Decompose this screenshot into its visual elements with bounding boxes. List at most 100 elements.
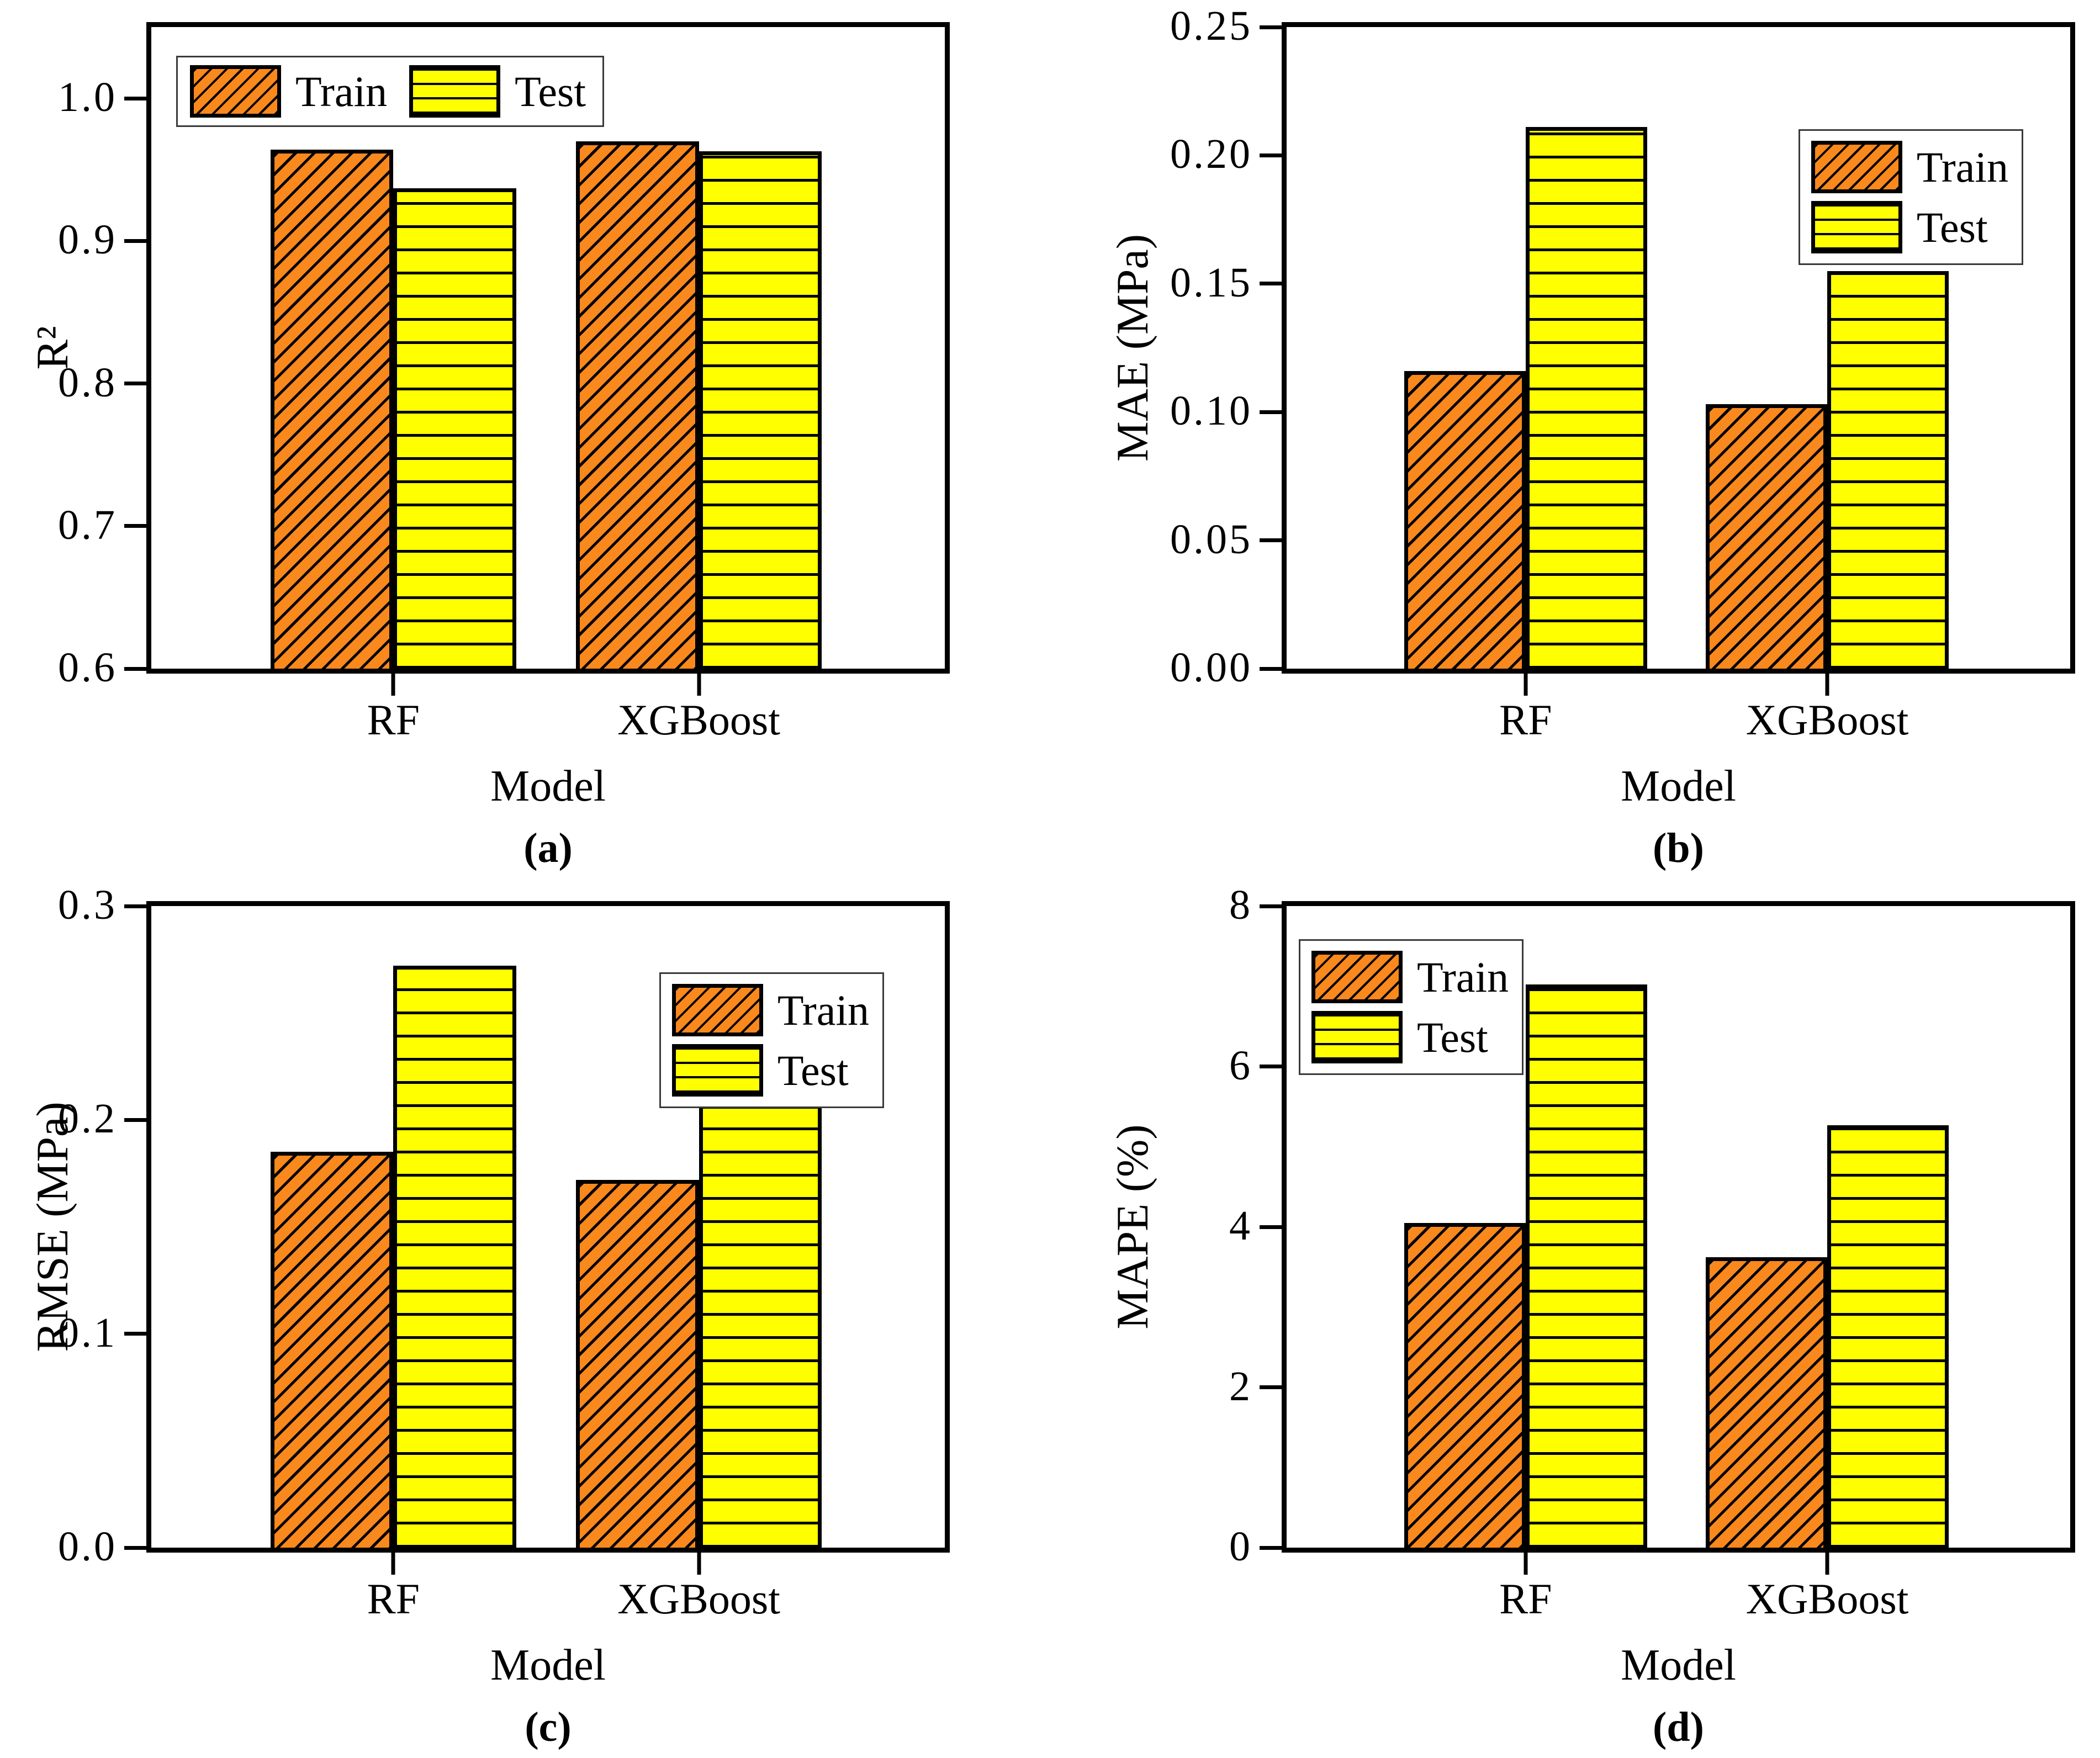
bar-xgboost-train	[575, 141, 699, 669]
bar-rf-test	[1525, 984, 1647, 1548]
y-tick-label: 0.3	[58, 881, 117, 928]
y-tick-mark	[124, 666, 146, 671]
y-tick-mark	[124, 96, 146, 100]
y-tick-mark	[1260, 1065, 1282, 1068]
y-tick-label: 0.0	[58, 1523, 117, 1570]
x-tick-label-rf: RF	[1499, 1575, 1552, 1623]
y-tick-mark	[1260, 1545, 1282, 1550]
bar-rf-test	[393, 966, 517, 1548]
y-tick-label: 0.8	[58, 359, 117, 406]
y-tick-label: 0.6	[58, 644, 117, 691]
y-tick-label: 0.15	[1170, 259, 1252, 306]
panel-mape: MAPE (%) Model (d) 0 2 4 6 8 RF XGBoost Train Te…	[1050, 879, 2100, 1758]
y-tick-label: 0.20	[1170, 131, 1252, 178]
y-tick-label: 0.9	[58, 216, 117, 263]
legend-item-train: Train	[1311, 951, 1509, 1003]
y-tick-mark	[1260, 1385, 1282, 1389]
y-tick-label: 8	[1229, 881, 1252, 928]
legend-item-train: Train	[671, 984, 869, 1036]
legend: Train Test	[176, 56, 605, 127]
x-tick-label-xgboost: XGBoost	[1745, 1575, 1909, 1623]
legend-item-test: Test	[1811, 201, 1988, 253]
y-tick-mark	[1260, 1225, 1282, 1229]
panel-rmse: RMSE (MPa) Model (c) 0.0 0.1 0.2 0.3 RF XGBoo…	[0, 879, 1050, 1758]
x-tick-mark	[391, 674, 395, 696]
bar-xgboost-test	[1827, 271, 1949, 669]
subplot-label: (c)	[525, 1704, 572, 1750]
x-tick-label-rf: RF	[1499, 696, 1552, 744]
train-swatch	[1311, 951, 1403, 1003]
legend: Train Test	[1798, 129, 2023, 265]
legend-label-test: Test	[1916, 203, 1988, 251]
bar-rf-train	[270, 1152, 394, 1548]
legend-label-train: Train	[295, 67, 388, 115]
bar-xgboost-train	[575, 1179, 699, 1548]
subplot-label: (b)	[1653, 825, 1704, 871]
x-tick-label-xgboost: XGBoost	[617, 1575, 780, 1623]
legend-label-test: Test	[515, 67, 586, 115]
legend: Train Test	[659, 972, 884, 1108]
y-tick-mark	[124, 1332, 146, 1336]
x-tick-mark	[697, 1553, 701, 1575]
subplot-label: (a)	[523, 825, 573, 871]
bar-xgboost-test	[699, 1105, 822, 1548]
plot-area: Model (a) 0.6 0.7 0.8 0.9 1.0 RF XGBoost Train T…	[58, 22, 950, 871]
legend-label-test: Test	[777, 1046, 849, 1094]
y-tick-label: 0.7	[58, 501, 117, 548]
y-tick-mark	[1260, 666, 1282, 671]
train-swatch	[1811, 141, 1902, 193]
x-tick-mark	[1524, 674, 1528, 696]
plot-area: Model (c) 0.0 0.1 0.2 0.3 RF XGBoost Train Test	[58, 882, 950, 1750]
legend-label-train: Train	[1417, 952, 1509, 1001]
test-swatch	[1811, 201, 1902, 253]
bar-xgboost-test	[699, 151, 822, 669]
x-tick-mark	[697, 674, 701, 696]
test-swatch	[1311, 1011, 1403, 1063]
x-tick-mark	[1524, 1553, 1528, 1575]
x-tick-mark	[391, 1553, 395, 1575]
bar-rf-train	[1404, 370, 1526, 669]
bar-xgboost-train	[1706, 404, 1828, 669]
x-axis-title: Model	[1621, 1641, 1736, 1690]
y-tick-label: 0	[1229, 1523, 1252, 1570]
legend-label-test: Test	[1417, 1013, 1488, 1061]
legend-label-train: Train	[1916, 142, 2008, 191]
test-swatch	[671, 1044, 763, 1097]
y-tick-label: 0.05	[1170, 516, 1252, 563]
x-axis-title: Model	[490, 1641, 606, 1690]
legend: Train Test	[1299, 939, 1524, 1075]
y-tick-label: 2	[1229, 1363, 1252, 1410]
bar-rf-train	[1404, 1222, 1526, 1548]
y-tick-mark	[124, 382, 146, 386]
y-tick-label: 4	[1229, 1202, 1252, 1249]
y-tick-mark	[124, 904, 146, 908]
y-tick-mark	[1260, 25, 1282, 29]
x-axis-title: Model	[1621, 762, 1736, 811]
bar-rf-train	[270, 150, 394, 669]
plot-area: Model (d) 0 2 4 6 8 RF XGBoost Train Test	[1229, 882, 2075, 1750]
legend-item-train: Train	[1811, 141, 2008, 193]
train-swatch	[190, 65, 281, 118]
legend-item-test: Test	[409, 65, 586, 118]
y-tick-mark	[1260, 904, 1282, 908]
y-tick-mark	[1260, 410, 1282, 414]
x-tick-label-xgboost: XGBoost	[1745, 696, 1909, 744]
bar-rf-test	[393, 188, 517, 669]
x-tick-mark	[1825, 674, 1829, 696]
x-tick-mark	[1825, 1553, 1829, 1575]
x-axis-title: Model	[490, 762, 606, 811]
y-tick-label: 0.00	[1170, 644, 1252, 691]
legend-item-train: Train	[190, 65, 387, 118]
y-tick-mark	[124, 524, 146, 528]
legend-item-test: Test	[671, 1044, 849, 1097]
y-tick-label: 1.0	[58, 73, 117, 120]
panel-mae: MAE (MPa) Model (b) 0.00 0.05 0.10 0.15 0.20…	[1050, 0, 2100, 879]
y-tick-mark	[1260, 282, 1282, 286]
y-tick-mark	[124, 1118, 146, 1122]
bar-xgboost-test	[1827, 1125, 1949, 1548]
y-tick-label: 0.10	[1170, 387, 1252, 434]
x-tick-label-rf: RF	[367, 1575, 420, 1623]
y-tick-mark	[1260, 153, 1282, 157]
